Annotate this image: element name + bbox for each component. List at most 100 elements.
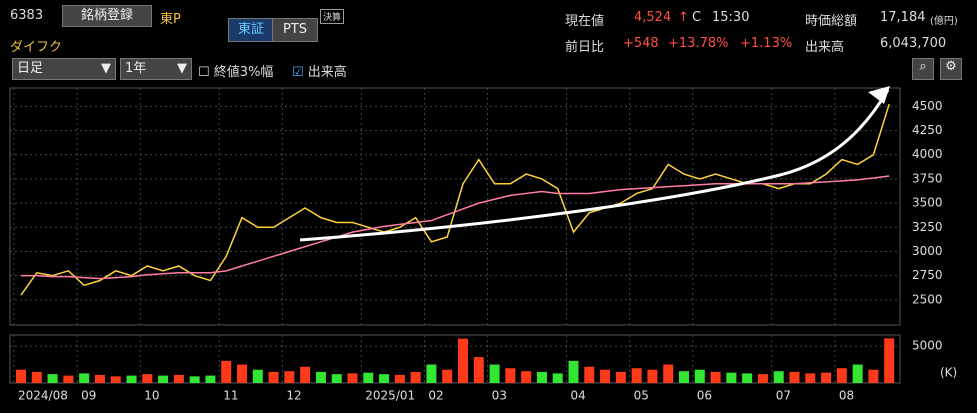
y-tick-label: 4500 — [912, 99, 943, 113]
volume-bar — [47, 374, 58, 383]
volume-toggle[interactable]: ☑ 出来高 — [292, 61, 347, 80]
volume-panel — [9, 334, 901, 384]
volume-bar — [805, 373, 816, 383]
volume-bar — [142, 374, 153, 383]
volume-bar — [536, 371, 547, 383]
volume-bar — [410, 371, 421, 383]
tab-tse[interactable]: 東証 — [228, 18, 274, 42]
volume-bar — [94, 374, 105, 383]
volume-bar — [252, 369, 263, 383]
settings-button[interactable]: ⚙ — [940, 58, 962, 80]
volume-bar — [489, 364, 500, 383]
cap-unit: (億円) — [930, 16, 958, 27]
volume-label: 出来高 — [805, 40, 845, 55]
volume-bar — [442, 369, 453, 383]
zoom-button[interactable]: ⌕ — [912, 58, 934, 80]
tab-pts[interactable]: PTS — [272, 18, 318, 42]
volume-bar — [868, 369, 879, 383]
volume-bar — [458, 338, 468, 383]
market: 東P — [160, 12, 181, 27]
change-label: 前日比 — [565, 40, 605, 55]
volume-bar — [521, 371, 532, 383]
volume-bar — [568, 360, 579, 383]
volume-bar — [726, 372, 737, 383]
y-tick-label: 4250 — [912, 123, 943, 137]
volume-bar — [158, 375, 169, 383]
y-tick-label: 3250 — [912, 220, 943, 234]
x-tick-label: 05 — [634, 389, 649, 403]
volume-bar — [126, 375, 137, 383]
annotation-arrow — [299, 89, 890, 242]
volume-bar — [473, 357, 484, 383]
x-tick-label: 2024/08 — [18, 389, 68, 403]
volume-bar — [237, 364, 247, 383]
volume-bar — [631, 368, 642, 383]
volume-bar — [173, 374, 184, 383]
change-pct2: +1.13% — [740, 36, 793, 51]
volume-bar — [584, 366, 595, 383]
volume-bar — [679, 371, 689, 383]
volume-bar — [205, 375, 216, 383]
volume-bar — [284, 371, 295, 383]
price: 4,524 — [634, 10, 672, 25]
change-pct: +13.78% — [668, 36, 729, 51]
volume-bar — [363, 372, 374, 383]
price-panel — [9, 87, 901, 326]
volume-bar — [773, 371, 784, 383]
volume-bar — [836, 368, 847, 383]
price-arrow: ↑ — [678, 10, 689, 25]
volume-bar — [710, 371, 721, 383]
x-tick-label: 11 — [223, 389, 238, 403]
y-tick-label: 3000 — [912, 244, 943, 258]
x-tick-label: 08 — [839, 389, 854, 403]
volume-bar — [505, 368, 516, 383]
volume-bar — [663, 364, 674, 383]
volume-bar — [63, 375, 74, 383]
volume-bar — [189, 376, 200, 383]
x-tick-label: 02 — [428, 389, 443, 403]
price-line — [20, 103, 890, 296]
volume-bar — [221, 360, 232, 383]
price-flag: C — [692, 10, 702, 25]
x-tick-label: 06 — [697, 389, 712, 403]
time: 15:30 — [712, 10, 750, 25]
volume-bar — [884, 338, 895, 383]
x-tick-label: 04 — [571, 389, 586, 403]
badge: 決算 — [320, 9, 345, 24]
y-tick-label: 2750 — [912, 268, 943, 282]
cap-label: 時価総額 — [805, 14, 858, 29]
volume-bar — [552, 373, 563, 383]
change: +548 — [623, 36, 659, 51]
volume-bar — [852, 364, 863, 383]
stock-name: ダイフク — [10, 40, 63, 55]
x-tick-label: 09 — [81, 389, 96, 403]
y-tick-label: 5000 — [912, 339, 943, 353]
volume-bar — [300, 366, 311, 383]
y-tick-label: 3500 — [912, 196, 943, 210]
range-select[interactable]: 1年 ▼ — [120, 58, 192, 80]
period: 日足 — [17, 61, 44, 76]
volume-bar — [379, 374, 390, 383]
volume-bar — [331, 374, 342, 383]
price-label: 現在値 — [565, 14, 605, 29]
x-tick-label: 2025/01 — [365, 389, 415, 403]
x-tick-label: 07 — [776, 389, 791, 403]
close-band-toggle[interactable]: ☐ 終値3%幅 — [198, 65, 274, 80]
y-tick-label: 4000 — [912, 147, 943, 161]
code: 6383 — [10, 8, 44, 23]
x-tick-label: 03 — [492, 389, 507, 403]
volume-bar — [315, 371, 326, 383]
y-tick-label: 2500 — [912, 292, 943, 306]
register-button[interactable]: 銘柄登録 — [62, 5, 152, 27]
volume-bar — [110, 376, 121, 383]
x-tick-label: 10 — [144, 389, 159, 403]
volume-bar — [647, 369, 658, 383]
checkbox: ☑ — [292, 65, 304, 80]
y-tick-label: 3750 — [912, 171, 943, 185]
volume-bar — [615, 371, 626, 383]
period-select[interactable]: 日足 ▼ — [12, 58, 116, 80]
volume-unit: (K) — [940, 366, 957, 380]
